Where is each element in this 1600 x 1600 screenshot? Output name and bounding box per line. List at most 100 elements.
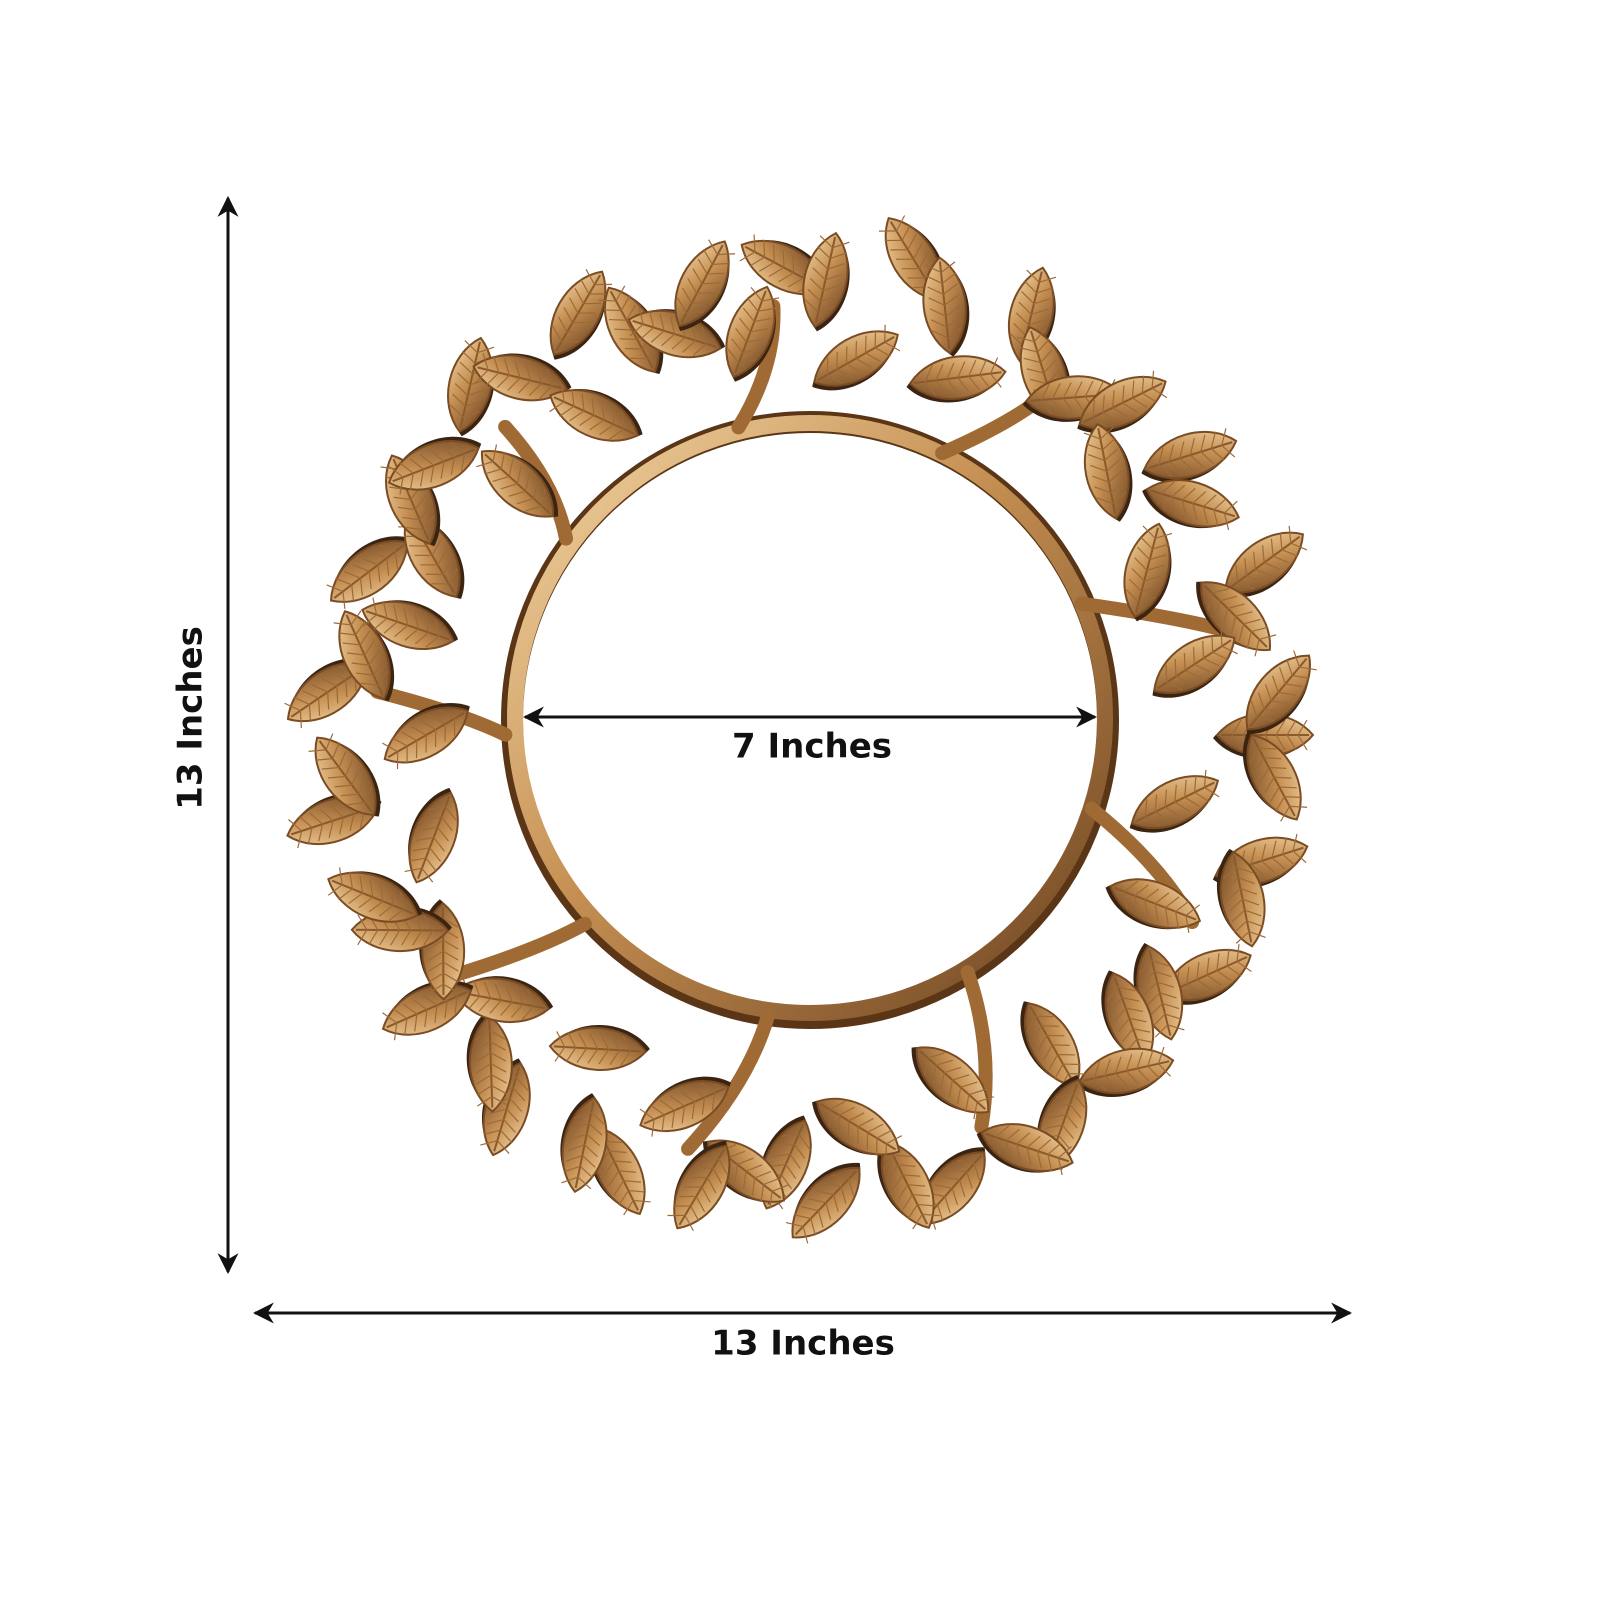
leaf-vein xyxy=(549,401,565,413)
leaf-vein xyxy=(1210,431,1217,449)
leaf-vein xyxy=(857,1126,859,1145)
leaf-vein xyxy=(419,454,435,466)
leaf-vein xyxy=(338,632,356,636)
leaf-vein xyxy=(678,1195,697,1198)
leaf-vein xyxy=(1015,1143,1021,1162)
leaf-vein xyxy=(461,350,476,364)
leaf-vein xyxy=(427,950,444,961)
leaf-vein xyxy=(717,253,736,256)
leaf-vein xyxy=(948,1079,954,1098)
leaf xyxy=(1142,479,1240,531)
leaf xyxy=(361,597,459,650)
leaf-vein xyxy=(1137,546,1151,561)
leaf-vein xyxy=(594,283,613,286)
leaf-vein xyxy=(437,549,447,566)
leaf-vein xyxy=(738,359,757,364)
leaf-vein xyxy=(339,817,345,835)
leaf-vein xyxy=(476,1096,493,1107)
leaf-vein xyxy=(1052,1044,1070,1046)
leaf-vein xyxy=(320,677,338,687)
leaf-vein xyxy=(393,604,399,622)
leaf-vein xyxy=(449,404,464,418)
leaf-vein xyxy=(778,272,795,283)
leaf-vein xyxy=(1033,328,1047,342)
leaf-vein xyxy=(928,297,945,306)
leaf-vein xyxy=(341,793,359,797)
leaf-vein xyxy=(424,816,442,821)
leaf-vein xyxy=(1264,684,1272,702)
leaf-vein xyxy=(1125,1070,1139,1085)
leaf-vein xyxy=(1037,338,1050,353)
leaf-vein xyxy=(691,1101,696,1120)
leaf-vein xyxy=(477,346,495,354)
leaf-vein xyxy=(1268,766,1287,769)
leaf-vein xyxy=(687,278,698,294)
leaf-vein xyxy=(1280,806,1291,822)
leaf-vein xyxy=(1152,543,1170,550)
leaf-vein xyxy=(1141,392,1158,404)
leaf-vein xyxy=(1184,669,1202,679)
leaf-vein xyxy=(1250,700,1258,718)
leaf-vein xyxy=(940,1072,945,1090)
leaf xyxy=(1101,970,1158,1065)
leaf-vein xyxy=(404,628,419,641)
leaf xyxy=(1152,628,1238,698)
leaf-vein xyxy=(483,1129,501,1136)
leaf-vein xyxy=(414,632,430,645)
leaf-vein xyxy=(1160,493,1167,511)
leaf-vein xyxy=(995,1125,1010,1138)
leaf-vein xyxy=(342,642,361,646)
leaf-vein xyxy=(1104,448,1119,461)
leaf-vein xyxy=(355,620,367,636)
leaf-vein xyxy=(626,304,636,321)
leaf-vein xyxy=(302,690,319,699)
leaf-vein xyxy=(1041,1025,1059,1027)
leaf-vein xyxy=(1162,1002,1180,1010)
leaf-vein xyxy=(968,360,977,377)
leaf-vein xyxy=(763,239,766,258)
leaf-vein xyxy=(847,1120,850,1139)
leaf-vein xyxy=(1136,1038,1155,1044)
leaf-vein xyxy=(533,481,538,499)
leaf-vein xyxy=(420,826,438,831)
leaf-vein xyxy=(565,1154,583,1162)
leaf-vein xyxy=(695,1167,714,1169)
leaf-vein xyxy=(659,1099,675,1111)
leaf-vein xyxy=(876,1129,893,1139)
leaf-vein xyxy=(1171,496,1177,515)
leaf-vein xyxy=(368,650,380,666)
leaf-vein xyxy=(718,1158,728,1175)
leaf-vein xyxy=(409,458,424,470)
leaf-vein xyxy=(1248,931,1266,939)
leaf-vein xyxy=(876,1138,878,1156)
leaf-vein xyxy=(926,275,943,284)
leaf-vein xyxy=(1026,269,1040,283)
leaf-vein xyxy=(1136,1068,1150,1082)
leaf-vein xyxy=(581,1155,596,1168)
leaf-vein xyxy=(1102,395,1105,413)
leaf-vein xyxy=(1243,618,1261,625)
leaf-vein xyxy=(757,307,776,312)
leaf xyxy=(549,384,643,442)
leaf-vein xyxy=(927,1052,945,1059)
leaf-vein xyxy=(885,1135,903,1145)
leaf-vein xyxy=(409,545,427,547)
leaf-vein xyxy=(1235,611,1253,617)
leaf-vein xyxy=(394,624,409,638)
leaf-vein xyxy=(621,411,625,430)
leaf-vein xyxy=(817,1210,824,1228)
leaf-vein xyxy=(401,731,418,742)
leaf-vein xyxy=(1200,434,1206,453)
leaf-vein xyxy=(935,364,944,381)
leaf-vein xyxy=(1160,481,1175,495)
leaf-vein xyxy=(400,892,405,910)
leaf-vein xyxy=(681,1105,686,1124)
leaf-vein xyxy=(620,295,631,311)
leaf-vein xyxy=(690,1086,705,1098)
leaf-vein xyxy=(425,573,444,576)
leaf-vein xyxy=(808,1198,827,1204)
leaf-vein xyxy=(1271,840,1277,858)
leaf xyxy=(725,285,780,382)
leaf-vein xyxy=(1253,551,1256,570)
leaf-vein xyxy=(912,1193,930,1197)
